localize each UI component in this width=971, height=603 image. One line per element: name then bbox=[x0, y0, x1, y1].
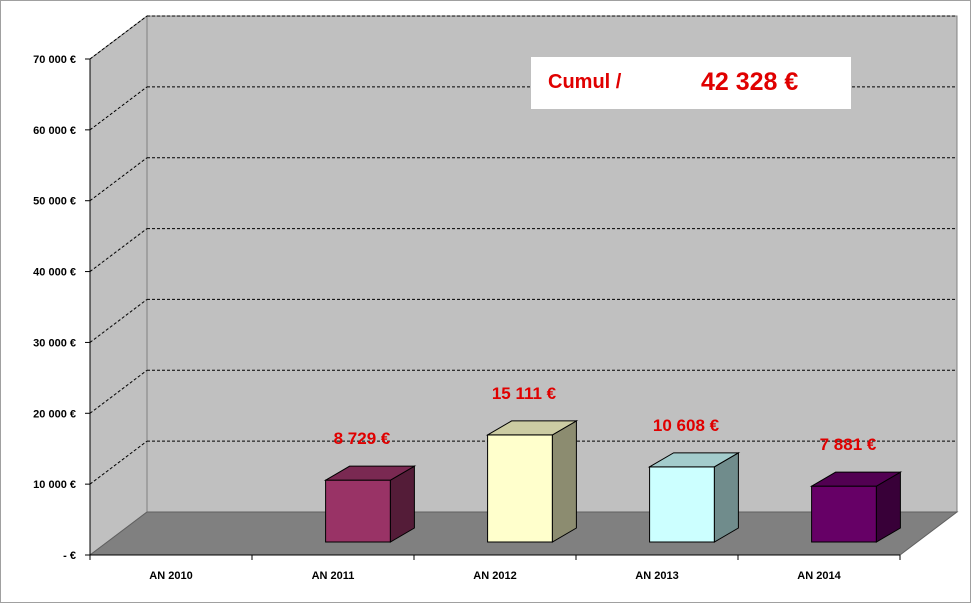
bar-front bbox=[649, 466, 715, 543]
bar-top bbox=[809, 471, 903, 487]
bar bbox=[647, 451, 741, 543]
x-tick-label: AN 2014 bbox=[797, 570, 841, 582]
y-tick-label: 40 000 € bbox=[33, 267, 76, 279]
bar-top bbox=[485, 420, 579, 436]
x-tick-label: AN 2013 bbox=[635, 570, 678, 582]
y-tick-label: 10 000 € bbox=[33, 479, 76, 491]
data-label: 10 608 € bbox=[653, 416, 720, 435]
x-axis: AN 2010 AN 2011 AN 2012 AN 2013 AN 2014 bbox=[89, 554, 901, 582]
y-tick-label: 30 000 € bbox=[33, 337, 76, 349]
bar bbox=[323, 465, 417, 543]
bar-top bbox=[323, 465, 417, 481]
y-tick-label: 60 000 € bbox=[33, 125, 76, 137]
data-label: 8 729 € bbox=[334, 429, 391, 448]
bar bbox=[809, 471, 903, 543]
gridline-side bbox=[89, 15, 148, 60]
bar-front bbox=[325, 479, 391, 543]
x-tick-label: AN 2010 bbox=[149, 570, 192, 582]
gridline-side bbox=[89, 86, 148, 131]
bar-front bbox=[811, 485, 877, 543]
data-labels: 8 729 € 15 111 € 10 608 € 7 881 € bbox=[334, 384, 877, 454]
bar-side bbox=[713, 451, 739, 543]
bar-side bbox=[551, 420, 577, 543]
y-tick-label: - € bbox=[63, 550, 76, 562]
bars bbox=[323, 420, 903, 543]
cumul-annotation: Cumul / 42 328 € bbox=[531, 57, 851, 109]
x-tick-label: AN 2011 bbox=[312, 570, 355, 582]
y-tick-label: 70 000 € bbox=[33, 54, 76, 66]
gridline-side bbox=[89, 228, 148, 272]
cumul-value: 42 328 € bbox=[701, 68, 799, 96]
data-label: 7 881 € bbox=[820, 435, 877, 454]
gridline-side bbox=[89, 299, 148, 343]
data-label: 15 111 € bbox=[492, 384, 557, 403]
bar-front bbox=[487, 434, 553, 543]
cumul-label: Cumul / bbox=[548, 71, 622, 93]
bar-top bbox=[647, 452, 741, 468]
gridline-side bbox=[89, 369, 148, 414]
plot-side-wall bbox=[89, 14, 148, 557]
y-axis: - € 10 000 € 20 000 € 30 000 € 40 000 € 50 00… bbox=[33, 54, 91, 562]
y-tick-label: 20 000 € bbox=[33, 408, 76, 420]
x-tick-label: AN 2012 bbox=[473, 570, 516, 582]
gridline-side bbox=[89, 157, 148, 202]
gridline-side bbox=[89, 440, 148, 485]
bar bbox=[485, 420, 579, 543]
y-tick-label: 50 000 € bbox=[33, 196, 76, 208]
